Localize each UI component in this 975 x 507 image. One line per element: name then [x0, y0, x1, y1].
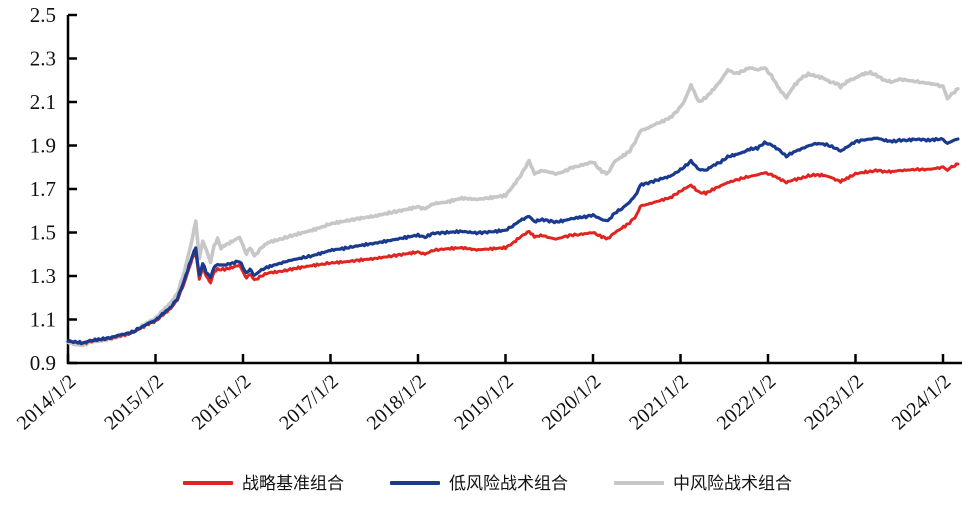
x-tick-label: 2024/1/2 — [888, 370, 956, 434]
y-tick-label: 2.3 — [30, 47, 56, 71]
x-tick-label: 2021/1/2 — [625, 370, 693, 434]
axis-lines — [66, 15, 962, 365]
series-line-1 — [66, 136, 960, 346]
x-tick-label: 2015/1/2 — [100, 370, 168, 434]
legend-label: 低风险战术组合 — [449, 473, 568, 493]
x-tick-label: 2016/1/2 — [188, 370, 256, 434]
x-tick-label: 2020/1/2 — [538, 370, 606, 434]
legend-swatch-gray-line — [614, 481, 664, 485]
y-tick-label: 0.9 — [30, 351, 56, 375]
y-tick-label: 2.1 — [30, 90, 56, 114]
y-tick-label: 1.9 — [30, 134, 56, 158]
legend-item-strategic-benchmark: 战略基准组合 — [183, 475, 344, 492]
x-tick-label: 2019/1/2 — [450, 370, 518, 434]
series-line-0 — [66, 162, 960, 345]
y-tick-label: 1.5 — [30, 221, 56, 245]
x-tick-label: 2023/1/2 — [800, 370, 868, 434]
x-tick-label: 2014/1/2 — [13, 370, 81, 434]
x-tick-label: 2017/1/2 — [275, 370, 343, 434]
y-tick-label: 1.7 — [30, 177, 56, 201]
legend-label: 战略基准组合 — [242, 473, 344, 493]
legend-label: 中风险战术组合 — [673, 473, 792, 493]
legend-swatch-blue-line — [390, 481, 440, 485]
series-line-2 — [66, 66, 960, 348]
legend-swatch-red-line — [183, 481, 233, 485]
y-tick-label: 1.1 — [30, 308, 56, 332]
y-tick-label: 2.5 — [30, 3, 56, 27]
chart-legend: 战略基准组合 低风险战术组合 中风险战术组合 — [0, 467, 975, 499]
x-tick-label: 2018/1/2 — [363, 370, 431, 434]
legend-item-mid-risk-tactical: 中风险战术组合 — [614, 475, 792, 492]
x-tick-label: 2022/1/2 — [713, 370, 781, 434]
legend-item-low-risk-tactical: 低风险战术组合 — [390, 475, 568, 492]
y-tick-label: 1.3 — [30, 264, 56, 288]
